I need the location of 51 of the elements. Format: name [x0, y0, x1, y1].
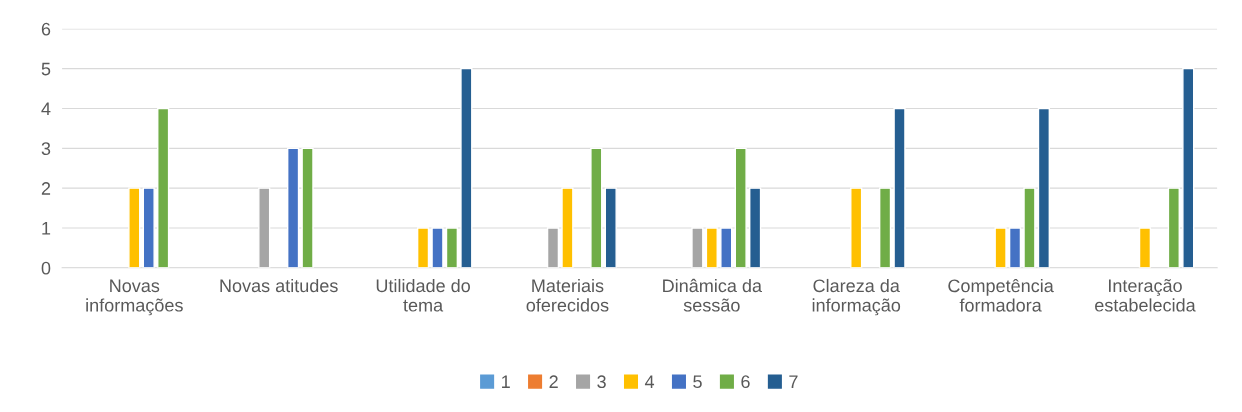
bar: [720, 227, 733, 268]
x-tick-label: Utilidade do tema: [376, 278, 470, 312]
bar: [705, 227, 718, 268]
x-tick-label: Novas atitudes: [220, 278, 338, 293]
bar: [157, 107, 170, 268]
bar: [460, 67, 473, 268]
bar: [749, 187, 762, 268]
x-tick-label: Materiais oferecidos: [526, 278, 609, 312]
legend-label: 6: [741, 375, 750, 389]
legend-label: 3: [597, 375, 606, 389]
bar: [128, 187, 141, 268]
bar: [445, 227, 459, 268]
bar: [431, 227, 444, 268]
bar: [604, 187, 617, 268]
bar: [590, 147, 603, 268]
bar: [994, 227, 1007, 268]
bar: [301, 147, 314, 268]
legend-label: 1: [502, 375, 510, 388]
bar: [1008, 227, 1022, 268]
legend-label: 5: [693, 375, 702, 389]
bar: [734, 147, 747, 268]
x-tick-label: Clareza da informação: [812, 278, 901, 316]
bar: [1182, 67, 1195, 268]
y-tick-label: 5: [41, 62, 51, 76]
x-tick-label: Competência formadora: [948, 278, 1054, 312]
bar: [1167, 187, 1180, 268]
legend-label: 7: [789, 375, 798, 388]
bar: [258, 187, 271, 268]
bar: [1138, 227, 1152, 268]
x-tick-label: Novas informações: [86, 279, 183, 316]
y-tick-label: 4: [41, 102, 51, 116]
bar: [287, 147, 300, 268]
bar: [850, 187, 863, 268]
bar: [142, 187, 155, 268]
bar: [1023, 187, 1036, 268]
bar: [416, 227, 430, 268]
y-tick-label: 3: [41, 142, 51, 156]
y-tick-label: 0: [41, 261, 51, 275]
x-tick-label: Interação estabelecida: [1095, 278, 1196, 312]
y-tick-label: 1: [42, 222, 51, 235]
bar: [893, 107, 906, 268]
y-tick-label: 6: [41, 22, 51, 36]
bar: [561, 187, 574, 268]
legend-label: 4: [644, 375, 655, 388]
bar: [1037, 107, 1051, 268]
x-tick-label: Dinâmica da sessão: [663, 278, 762, 312]
bar: [546, 227, 560, 268]
y-tick-label: 2: [41, 182, 51, 195]
legend-label: 2: [549, 375, 558, 388]
bar: [691, 227, 704, 268]
bar: [878, 187, 892, 268]
